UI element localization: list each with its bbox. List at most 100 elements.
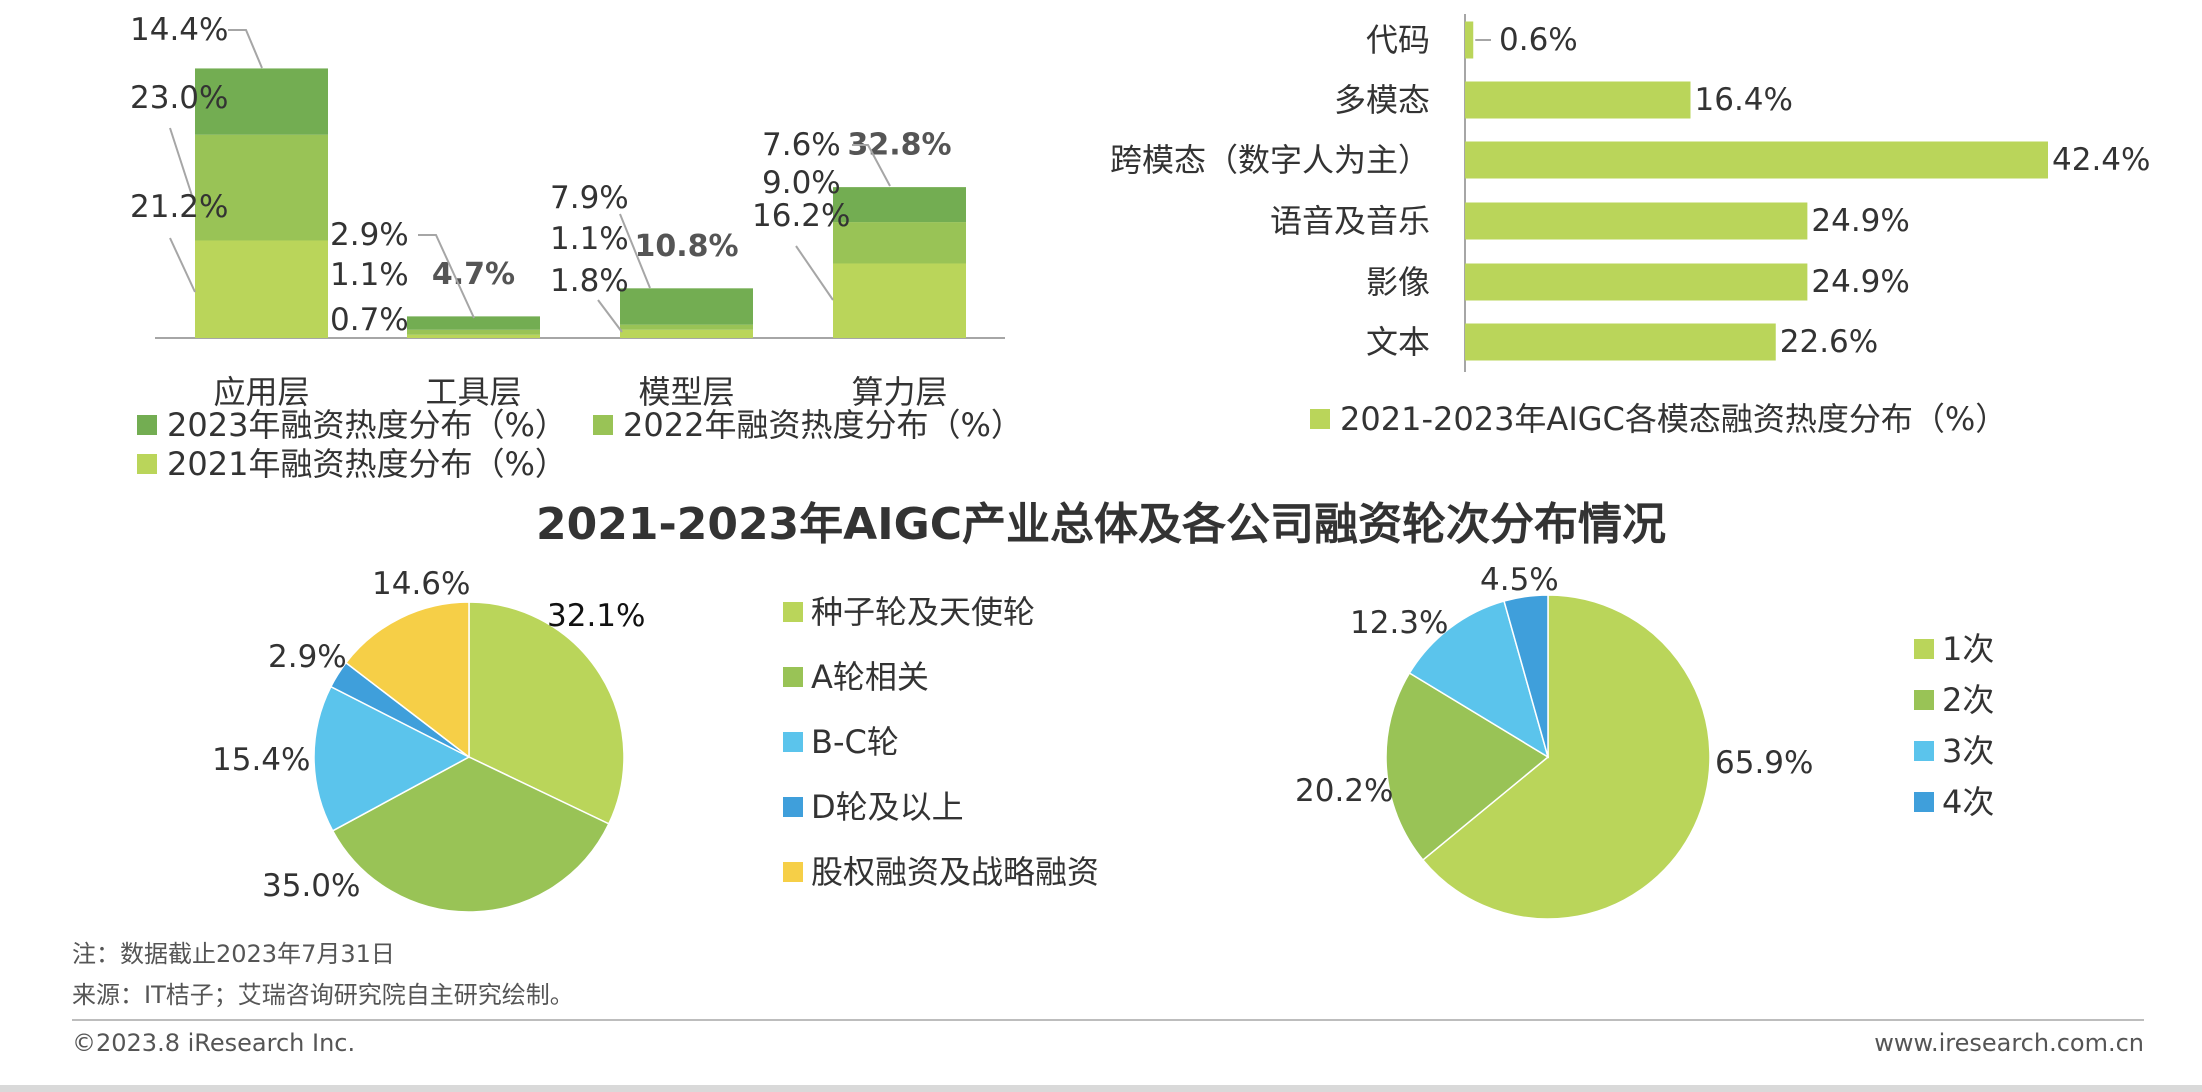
total-label: 4.7% xyxy=(432,257,515,292)
leader-line xyxy=(169,237,196,293)
legend-swatch xyxy=(137,415,157,435)
legend-label: D轮及以上 xyxy=(811,788,964,826)
legend-label: 3次 xyxy=(1942,732,1994,770)
leader-line xyxy=(852,144,891,187)
legend-swatch xyxy=(137,454,157,474)
category-label: 工具层 xyxy=(425,373,521,411)
segment-value-label: 23.0% xyxy=(130,80,228,116)
segment-value-label: 2.9% xyxy=(330,217,409,253)
legend-label: B-C轮 xyxy=(811,723,899,761)
segment-value-label: 1.8% xyxy=(550,263,629,299)
legend-swatch xyxy=(1914,690,1934,710)
bar-语音及音乐 xyxy=(1465,202,1808,240)
bar-算力层-series-2 xyxy=(833,187,966,223)
bar-代码 xyxy=(1465,21,1474,59)
leader-line xyxy=(228,29,263,69)
legend-label: 种子轮及天使轮 xyxy=(811,593,1035,631)
legend-swatch xyxy=(783,862,803,882)
legend-swatch xyxy=(1914,639,1934,659)
total-label: 10.8% xyxy=(634,229,738,264)
value-label: 16.4% xyxy=(1695,82,1793,118)
copyright-text: ©2023.8 iResearch Inc. xyxy=(72,1029,356,1057)
pie-slice-3次 xyxy=(1408,600,1550,759)
value-label: 22.6% xyxy=(1780,324,1878,360)
segment-value-label: 7.9% xyxy=(550,180,629,216)
legend-swatch xyxy=(593,415,613,435)
bar-跨模态（数字人为主） xyxy=(1465,141,2048,179)
slice-value-label: 12.3% xyxy=(1350,605,1448,641)
slice-value-label: 2.9% xyxy=(268,639,347,675)
category-label: 影像 xyxy=(1366,263,1430,301)
bar-多模态 xyxy=(1465,81,1691,119)
category-label: 算力层 xyxy=(851,373,947,411)
leader-line xyxy=(795,245,834,301)
legend-swatch xyxy=(783,797,803,817)
segment-value-label: 1.1% xyxy=(330,257,409,293)
leader-line xyxy=(619,213,651,289)
website-text: www.iresearch.com.cn xyxy=(1874,1029,2144,1057)
slice-value-label: 20.2% xyxy=(1295,773,1393,809)
pie-slice-2次 xyxy=(1385,671,1550,861)
bar-文本 xyxy=(1465,323,1776,361)
legend-swatch xyxy=(1310,409,1330,429)
legend-label: 4次 xyxy=(1942,783,1994,821)
segment-value-label: 21.2% xyxy=(130,189,228,225)
slice-value-label: 15.4% xyxy=(212,742,310,778)
bar-应用层-series-1 xyxy=(195,134,328,241)
segment-value-label: 9.0% xyxy=(762,165,841,201)
category-label: 应用层 xyxy=(213,373,309,411)
bar-影像 xyxy=(1465,263,1808,301)
legend-swatch xyxy=(1914,741,1934,761)
legend-label: A轮相关 xyxy=(811,658,929,696)
segment-value-label: 7.6% xyxy=(762,127,841,163)
legend-label: 2021-2023年AIGC各模态融资热度分布（%） xyxy=(1340,400,2007,438)
bar-算力层-series-1 xyxy=(833,222,966,264)
legend-swatch xyxy=(1914,792,1934,812)
legend-label: 1次 xyxy=(1942,630,1994,668)
segment-value-label: 14.4% xyxy=(130,12,228,48)
legend-swatch xyxy=(783,667,803,687)
bar-工具层-series-0 xyxy=(407,334,540,338)
value-label: 42.4% xyxy=(2052,142,2150,178)
page-title: 2021-2023年AIGC产业总体及各公司融资轮次分布情况 xyxy=(535,499,1666,550)
legend-swatch xyxy=(783,732,803,752)
bar-算力层-series-0 xyxy=(833,263,966,338)
category-label: 多模态 xyxy=(1334,81,1430,119)
bar-工具层-series-1 xyxy=(407,329,540,335)
legend-swatch xyxy=(783,602,803,622)
pie-slice-4次 xyxy=(1503,594,1549,758)
pie-slice-B-C轮 xyxy=(313,685,471,832)
pie-slice-股权融资及战略融资 xyxy=(344,601,470,759)
value-label: 24.9% xyxy=(1811,264,1909,300)
legend-label: 2022年融资热度分布（%） xyxy=(623,406,1023,444)
value-label: 24.9% xyxy=(1811,203,1909,239)
bar-应用层-series-2 xyxy=(195,68,328,135)
segment-value-label: 1.1% xyxy=(550,221,629,257)
data-note: 注：数据截止2023年7月31日 xyxy=(72,940,395,968)
slice-value-label: 35.0% xyxy=(262,868,360,904)
bottom-bar xyxy=(0,1085,2202,1092)
legend-label: 2次 xyxy=(1942,681,1994,719)
leader-line xyxy=(597,299,623,333)
slice-value-label: 14.6% xyxy=(372,566,470,602)
slice-value-label: 65.9% xyxy=(1715,745,1813,781)
leader-line xyxy=(418,234,475,319)
stacked-bar-chart-layers: 应用层 工具层4.7%模型层10.8%算力层32.8%14.4%23.0%21.2… xyxy=(130,12,1023,483)
bar-模型层-series-1 xyxy=(620,324,753,330)
horizontal-bar-chart-modalities: 代码 0.6% 多模态 16.4% 跨模态（数字人为主） 42.4% 语音及音乐 24.9% 影… xyxy=(1110,14,2150,438)
segment-value-label: 16.2% xyxy=(752,198,850,234)
bar-工具层-series-2 xyxy=(407,316,540,330)
bar-应用层-series-0 xyxy=(195,240,328,338)
leader-line xyxy=(169,127,196,206)
category-label: 跨模态（数字人为主） xyxy=(1110,141,1430,179)
legend-label: 2021年融资热度分布（%） xyxy=(167,445,567,483)
pie-chart-funding-times: 65.9% 20.2% 12.3% 4.5% 1次 2次 3次 4次 xyxy=(1295,562,1994,920)
bar-模型层-series-0 xyxy=(620,329,753,338)
legend-label: 2023年融资热度分布（%） xyxy=(167,406,567,444)
category-label: 文本 xyxy=(1366,323,1430,361)
pie-slice-A轮相关 xyxy=(331,756,610,913)
segment-value-label: 0.7% xyxy=(330,302,409,338)
bar-模型层-series-2 xyxy=(620,288,753,325)
footer-divider xyxy=(72,1019,2144,1021)
